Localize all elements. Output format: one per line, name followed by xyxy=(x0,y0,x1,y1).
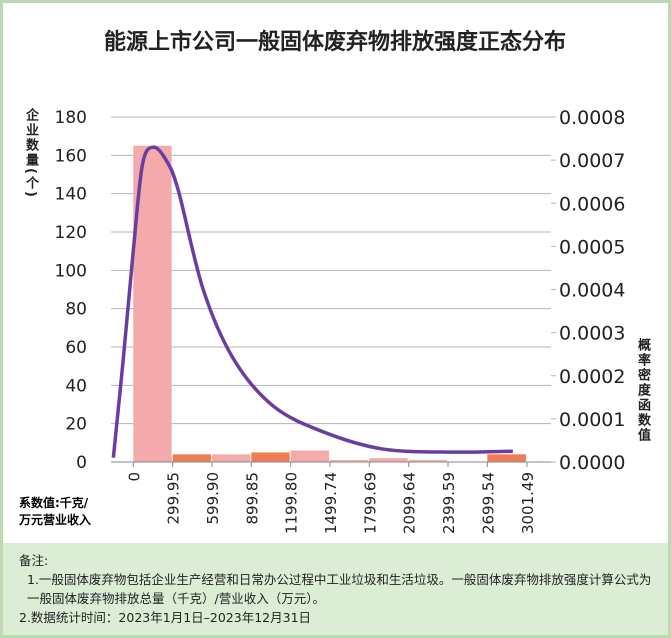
x-tick-label: 3001.49 xyxy=(519,472,537,534)
notes-heading: 备注: xyxy=(19,553,49,568)
y2-tick-label: 0.0008 xyxy=(559,107,625,129)
x-tick-label: 2399.59 xyxy=(440,472,458,534)
y2-tick-label: 0.0001 xyxy=(559,409,625,431)
x-tick-label: 2699.54 xyxy=(479,472,497,534)
y2-tick-label: 0.0006 xyxy=(559,193,625,215)
y2-tick-label: 0.0002 xyxy=(559,366,625,388)
bar xyxy=(487,454,526,462)
bar xyxy=(211,454,251,462)
y2-tick-label: 0.0004 xyxy=(559,280,625,302)
bar xyxy=(408,460,447,462)
x-tick-label: 299.95 xyxy=(165,472,183,525)
y2-tick-label: 0.0000 xyxy=(559,452,625,474)
x-tick-label: 899.85 xyxy=(243,472,261,525)
y-tick-label: 20 xyxy=(65,415,87,435)
y-axis-label: 企业数量(个) xyxy=(23,108,38,199)
x-tick-label: 2099.64 xyxy=(401,472,419,534)
y-tick-label: 180 xyxy=(55,108,87,128)
y-tick-label: 60 xyxy=(65,338,87,358)
note: 2.数据统计时间：2023年1月1日–2023年12月31日 xyxy=(19,610,312,625)
note: 1.一般固体废弃物包括企业生产经营和日常办公过程中工业垃圾和生活垃圾。一般固体废… xyxy=(27,572,652,606)
bar xyxy=(369,458,408,462)
bar xyxy=(290,450,329,462)
x-tick-label: 0 xyxy=(125,472,143,482)
y-tick-label: 140 xyxy=(55,185,87,205)
y2-tick-label: 0.0007 xyxy=(559,150,625,172)
y2-tick-label: 0.0003 xyxy=(559,323,625,345)
bar xyxy=(329,460,369,462)
x-tick-label: 599.90 xyxy=(204,472,222,525)
chart: 能源上市公司一般固体废弃物排放强度正态分布 0 20 40 60 80 100 120 140… xyxy=(55,29,626,534)
x-tick-label: 1199.80 xyxy=(283,472,301,534)
notes: 备注: 1.一般固体废弃物包括企业生产经营和日常办公过程中工业垃圾和生活垃圾。一… xyxy=(3,543,668,635)
y-tick-label: 160 xyxy=(55,146,87,166)
x-tick-label: 1499.74 xyxy=(322,472,340,534)
density-curve xyxy=(111,145,513,458)
y-tick-label: 120 xyxy=(55,223,87,243)
y-tick-label: 80 xyxy=(65,300,87,320)
x-axis-label: 系数值:千克/ 万元营业收入 xyxy=(19,495,91,529)
y-tick-label: 0 xyxy=(76,453,87,473)
bar xyxy=(251,452,290,462)
x-axis-label-line: 系数值:千克/ xyxy=(19,496,89,510)
bar xyxy=(172,454,211,462)
chart-title: 能源上市公司一般固体废弃物排放强度正态分布 xyxy=(104,29,566,55)
x-tick-label: 1799.69 xyxy=(361,472,379,534)
y-tick-label: 100 xyxy=(55,261,87,281)
y-tick-label: 40 xyxy=(65,376,87,396)
y2-axis-label: 概率密度函数值 xyxy=(635,338,650,443)
y2-tick-label: 0.0005 xyxy=(559,236,625,258)
x-axis-label-line: 万元营业收入 xyxy=(19,513,92,527)
